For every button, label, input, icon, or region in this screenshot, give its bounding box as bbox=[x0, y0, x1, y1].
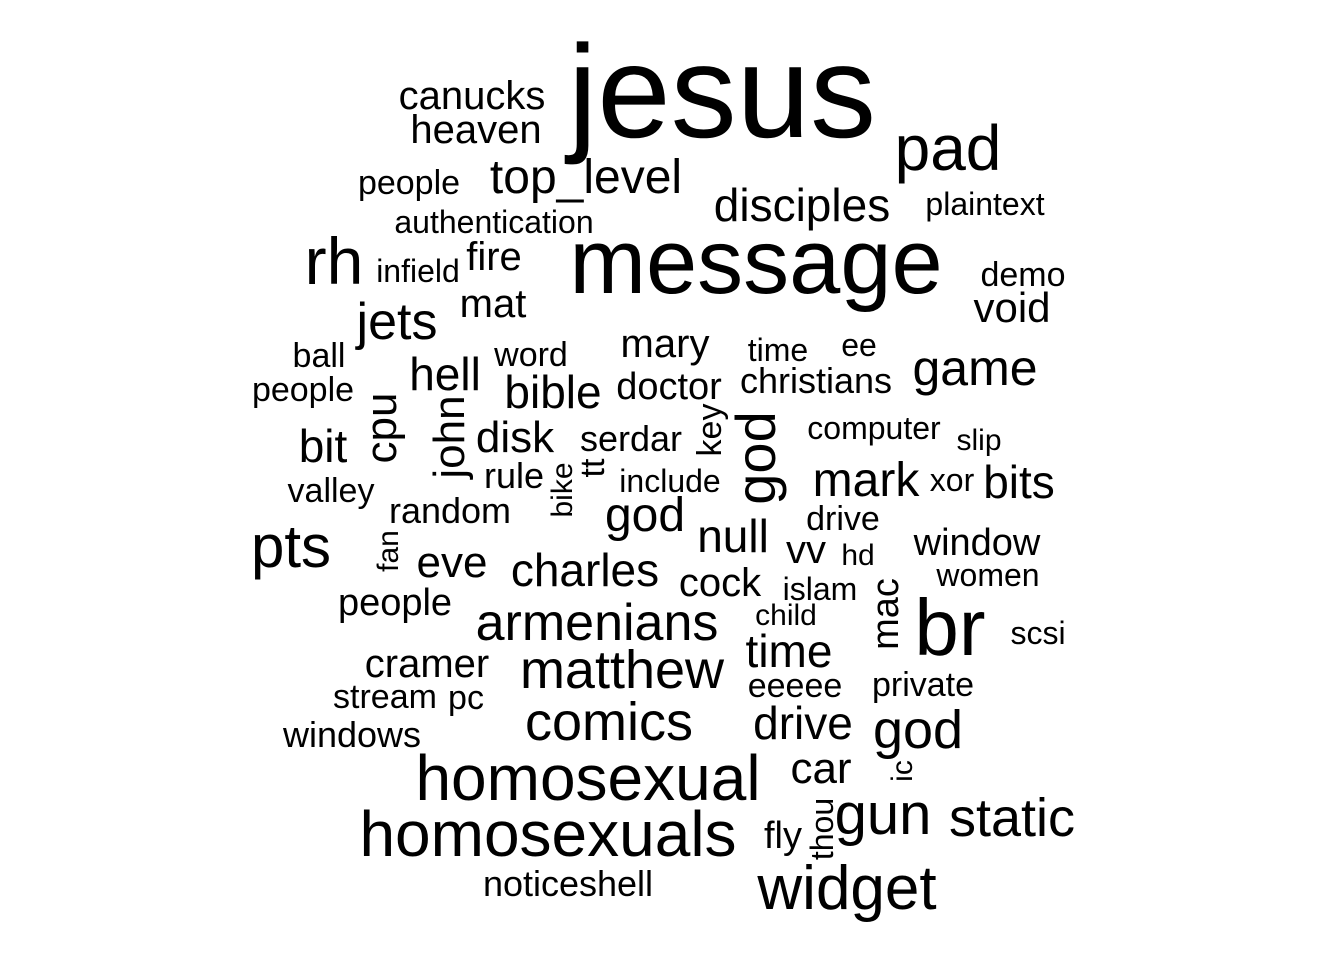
word-christians: christians bbox=[739, 360, 893, 401]
word-word: word bbox=[494, 336, 568, 374]
word-homosexual: homosexual bbox=[415, 742, 761, 814]
word-jets: jets bbox=[356, 293, 438, 351]
word-doctor: doctor bbox=[616, 366, 722, 408]
word-mark: mark bbox=[812, 454, 920, 507]
word-mat: mat bbox=[459, 282, 527, 326]
word-pc: pc bbox=[448, 679, 484, 717]
word-include: include bbox=[619, 463, 721, 499]
word-rule: rule bbox=[483, 455, 545, 496]
word-hd: hd bbox=[841, 539, 875, 572]
word-top-level: top_level bbox=[489, 151, 683, 204]
word-people: people bbox=[251, 371, 355, 409]
word-stream: stream bbox=[333, 678, 437, 716]
word-br: br bbox=[914, 583, 986, 672]
word-slip: slip bbox=[956, 424, 1002, 457]
word-child: child bbox=[755, 599, 817, 632]
word-people: people bbox=[337, 582, 453, 624]
word-cock: cock bbox=[678, 561, 762, 605]
word-authentication: authentication bbox=[394, 204, 594, 240]
word-windows: windows bbox=[282, 714, 422, 755]
word-eeeee: eeeee bbox=[747, 667, 843, 705]
word-fire: fire bbox=[466, 235, 522, 279]
word-scsi: scsi bbox=[1010, 615, 1066, 651]
word-xor: xor bbox=[929, 462, 975, 498]
word-people: people bbox=[357, 164, 461, 202]
word-ic: ic bbox=[886, 760, 919, 782]
word-game: game bbox=[912, 340, 1038, 396]
word-god: god bbox=[724, 411, 787, 505]
word-homosexuals: homosexuals bbox=[359, 798, 737, 870]
word-women: women bbox=[936, 557, 1040, 593]
word-noticeshell: noticeshell bbox=[482, 863, 654, 904]
word-ee: ee bbox=[841, 327, 877, 363]
word-jesus: jesus bbox=[567, 18, 877, 165]
word-widget: widget bbox=[757, 854, 937, 923]
word-ball: ball bbox=[292, 337, 346, 375]
word-drive: drive bbox=[753, 697, 853, 749]
word-static: static bbox=[948, 788, 1076, 848]
word-mary: mary bbox=[620, 322, 710, 366]
word-disk: disk bbox=[475, 413, 555, 462]
word-islam: islam bbox=[782, 571, 858, 607]
word-message: message bbox=[569, 211, 943, 313]
word-canucks: canucks bbox=[398, 74, 546, 118]
word-drive: drive bbox=[806, 500, 880, 538]
word-heaven: heaven bbox=[410, 108, 542, 152]
word-pad: pad bbox=[894, 112, 1002, 184]
word-charles: charles bbox=[510, 544, 660, 596]
word-random: random bbox=[388, 490, 512, 531]
word-void: void bbox=[973, 284, 1051, 331]
word-bible: bible bbox=[504, 366, 602, 418]
word-bit: bit bbox=[298, 420, 348, 472]
word-time: time bbox=[747, 332, 809, 368]
word-eve: eve bbox=[416, 538, 488, 587]
word-tt: tt bbox=[574, 458, 612, 478]
word-computer: computer bbox=[807, 410, 941, 446]
word-pts: pts bbox=[250, 513, 332, 580]
word-matthew: matthew bbox=[519, 640, 725, 700]
word-key: key bbox=[691, 403, 729, 457]
word-demo: demo bbox=[980, 256, 1066, 294]
word-cramer: cramer bbox=[364, 642, 490, 686]
word-private: private bbox=[871, 666, 975, 704]
word-disciples: disciples bbox=[713, 179, 891, 231]
word-john: john bbox=[425, 395, 474, 479]
word-bits: bits bbox=[983, 456, 1055, 508]
word-rh: rh bbox=[304, 224, 364, 298]
word-plaintext: plaintext bbox=[925, 186, 1045, 222]
word-thou: thou bbox=[804, 797, 840, 861]
word-null: null bbox=[697, 510, 769, 562]
word-bike: bike bbox=[546, 462, 579, 518]
word-serdar: serdar bbox=[579, 418, 683, 459]
word-fly: fly bbox=[764, 815, 802, 857]
word-fan: fan bbox=[372, 530, 405, 572]
word-infield: infield bbox=[376, 253, 460, 289]
word-hell: hell bbox=[409, 348, 481, 400]
word-mac: mac bbox=[865, 578, 907, 650]
word-window: window bbox=[913, 522, 1041, 564]
word-cpu: cpu bbox=[357, 392, 406, 464]
word-comics: comics bbox=[524, 692, 694, 752]
word-time: time bbox=[745, 625, 833, 677]
word-valley: valley bbox=[287, 472, 375, 510]
word-armenians: armenians bbox=[475, 594, 719, 652]
word-god: god bbox=[604, 489, 686, 542]
word-vv: vv bbox=[786, 528, 826, 572]
word-car: car bbox=[790, 744, 852, 793]
word-gun: gun bbox=[834, 782, 932, 847]
word-god: god bbox=[872, 700, 964, 760]
